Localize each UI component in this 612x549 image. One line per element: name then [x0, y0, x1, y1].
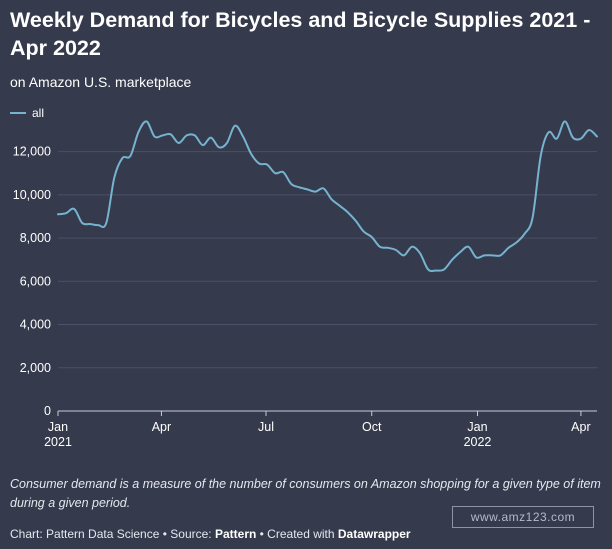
- legend-swatch-all: [10, 112, 26, 114]
- x-tick-label: Oct: [362, 420, 382, 434]
- chart-footer: Chart: Pattern Data Science • Source: Pa…: [10, 527, 411, 541]
- line-chart: 02,0004,0006,0008,00010,00012,000Jan2021…: [13, 120, 598, 449]
- y-tick-label: 10,000: [13, 188, 51, 202]
- chart-title: Weekly Demand for Bicycles and Bicycle S…: [10, 8, 591, 60]
- y-tick-label: 4,000: [20, 318, 51, 332]
- footer-source-link[interactable]: Pattern: [214, 527, 257, 541]
- x-tick-year-label: 2021: [44, 435, 72, 449]
- x-tick-label: Jan: [48, 420, 68, 434]
- y-tick-label: 2,000: [20, 361, 51, 375]
- footer-chart-credit: Chart: Pattern Data Science • Source:: [10, 527, 215, 541]
- y-tick-label: 0: [44, 404, 51, 418]
- x-tick-label: Apr: [571, 420, 590, 434]
- watermark: www.amz123.com: [452, 506, 594, 528]
- legend-label-all: all: [32, 106, 45, 120]
- x-tick-label: Jul: [258, 420, 274, 434]
- footer-tool-link[interactable]: Datawrapper: [337, 527, 411, 541]
- chart-note: Consumer demand is a measure of the numb…: [10, 477, 601, 510]
- x-tick-year-label: 2022: [464, 435, 492, 449]
- footer-created-prefix: • Created with: [256, 527, 338, 541]
- x-tick-label: Apr: [152, 420, 171, 434]
- y-tick-label: 8,000: [20, 231, 51, 245]
- chart-legend: all: [10, 106, 44, 120]
- y-tick-label: 12,000: [13, 145, 51, 159]
- series-line-all: [57, 120, 598, 273]
- y-tick-label: 6,000: [20, 274, 51, 288]
- x-tick-label: Jan: [467, 420, 487, 434]
- chart-subtitle: on Amazon U.S. marketplace: [10, 74, 192, 90]
